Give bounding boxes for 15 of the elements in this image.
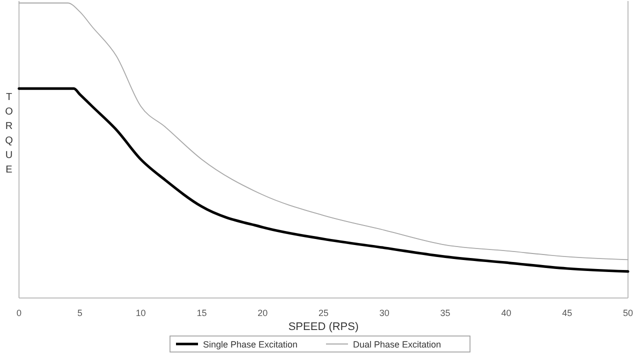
x-tick-label: 15 — [196, 308, 207, 318]
x-tick-label: 35 — [440, 308, 450, 318]
x-tick-label: 45 — [562, 308, 572, 318]
x-tick-label: 0 — [16, 308, 22, 318]
x-tick-label: 50 — [622, 308, 634, 318]
legend-label: Dual Phase Excitation — [353, 340, 442, 350]
x-axis-title: SPEED (RPS) — [288, 321, 359, 333]
legend-label: Single Phase Excitation — [203, 340, 298, 350]
x-tick-label: 25 — [318, 308, 329, 318]
x-tick-label: 40 — [501, 308, 512, 318]
x-tick-label: 5 — [77, 308, 82, 318]
y-axis-title: TORQUE — [5, 92, 14, 176]
x-tick-label: 10 — [136, 308, 146, 318]
x-tick-label: 30 — [379, 308, 390, 318]
x-tick-label: 20 — [258, 308, 268, 318]
